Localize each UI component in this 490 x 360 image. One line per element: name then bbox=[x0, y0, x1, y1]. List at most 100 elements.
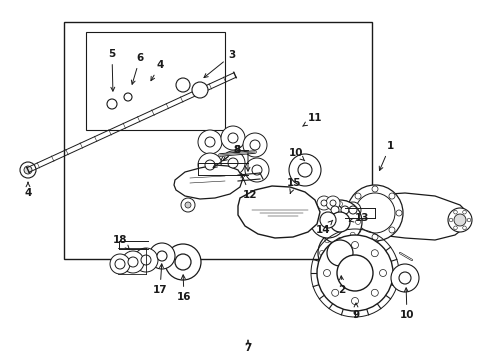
Circle shape bbox=[310, 202, 346, 238]
Circle shape bbox=[372, 186, 378, 192]
Circle shape bbox=[321, 200, 327, 206]
Circle shape bbox=[454, 210, 457, 214]
Circle shape bbox=[454, 214, 466, 226]
Circle shape bbox=[337, 255, 373, 291]
Circle shape bbox=[165, 244, 201, 280]
Circle shape bbox=[317, 235, 393, 311]
Circle shape bbox=[190, 75, 195, 80]
Circle shape bbox=[327, 240, 353, 266]
Text: 10: 10 bbox=[289, 148, 305, 161]
Circle shape bbox=[175, 254, 191, 270]
Text: 5: 5 bbox=[108, 49, 116, 91]
Circle shape bbox=[221, 126, 245, 150]
Circle shape bbox=[379, 270, 387, 276]
Circle shape bbox=[325, 232, 330, 237]
Text: 3: 3 bbox=[204, 50, 236, 77]
Circle shape bbox=[348, 210, 354, 216]
Text: 2: 2 bbox=[339, 276, 345, 295]
Circle shape bbox=[173, 95, 178, 100]
Circle shape bbox=[326, 196, 340, 210]
Text: 8: 8 bbox=[223, 145, 241, 161]
Circle shape bbox=[325, 207, 330, 212]
Circle shape bbox=[391, 264, 419, 292]
Circle shape bbox=[319, 251, 324, 256]
Text: 1: 1 bbox=[379, 141, 393, 170]
Circle shape bbox=[289, 154, 321, 186]
Circle shape bbox=[188, 95, 193, 100]
Text: 13: 13 bbox=[349, 213, 369, 223]
Circle shape bbox=[185, 202, 191, 208]
Circle shape bbox=[110, 254, 130, 274]
Circle shape bbox=[318, 231, 362, 275]
Circle shape bbox=[351, 242, 359, 248]
Circle shape bbox=[325, 238, 330, 243]
Circle shape bbox=[167, 82, 172, 87]
Polygon shape bbox=[174, 165, 243, 199]
Circle shape bbox=[341, 206, 349, 214]
Circle shape bbox=[205, 137, 215, 147]
Circle shape bbox=[157, 251, 167, 261]
Circle shape bbox=[136, 81, 160, 105]
Circle shape bbox=[349, 206, 357, 214]
Circle shape bbox=[389, 227, 395, 233]
Circle shape bbox=[320, 212, 336, 228]
Circle shape bbox=[396, 210, 402, 216]
Circle shape bbox=[115, 259, 125, 269]
Circle shape bbox=[165, 67, 201, 103]
Circle shape bbox=[245, 158, 269, 182]
Text: 4: 4 bbox=[24, 183, 32, 198]
Circle shape bbox=[213, 87, 218, 93]
Circle shape bbox=[221, 151, 245, 175]
Bar bbox=[64, 22, 372, 259]
Circle shape bbox=[356, 251, 361, 256]
Circle shape bbox=[355, 193, 361, 199]
Circle shape bbox=[181, 198, 195, 212]
Circle shape bbox=[338, 238, 343, 243]
Circle shape bbox=[330, 212, 350, 232]
Circle shape bbox=[173, 70, 178, 75]
Circle shape bbox=[355, 193, 395, 233]
Circle shape bbox=[332, 250, 339, 257]
Circle shape bbox=[190, 100, 195, 105]
Circle shape bbox=[338, 233, 343, 238]
Circle shape bbox=[107, 99, 117, 109]
Polygon shape bbox=[238, 186, 320, 238]
Circle shape bbox=[467, 218, 471, 222]
Circle shape bbox=[252, 165, 262, 175]
Circle shape bbox=[188, 70, 193, 75]
Circle shape bbox=[195, 82, 199, 87]
Circle shape bbox=[350, 232, 355, 237]
Circle shape bbox=[331, 206, 339, 214]
Polygon shape bbox=[338, 193, 470, 240]
Circle shape bbox=[141, 255, 151, 265]
Circle shape bbox=[122, 251, 144, 273]
Circle shape bbox=[318, 200, 362, 244]
Circle shape bbox=[228, 158, 238, 168]
Circle shape bbox=[345, 202, 361, 218]
Circle shape bbox=[350, 238, 355, 243]
Text: 10: 10 bbox=[400, 288, 414, 320]
Text: 9: 9 bbox=[352, 303, 360, 320]
Text: 11: 11 bbox=[303, 113, 322, 126]
Circle shape bbox=[192, 82, 208, 98]
Circle shape bbox=[449, 218, 453, 222]
Text: 12: 12 bbox=[241, 174, 257, 200]
Circle shape bbox=[250, 140, 260, 150]
Circle shape bbox=[205, 75, 210, 80]
Text: 7: 7 bbox=[245, 340, 252, 353]
Circle shape bbox=[24, 166, 32, 174]
Circle shape bbox=[351, 297, 359, 305]
Text: 18: 18 bbox=[113, 235, 130, 250]
Circle shape bbox=[323, 270, 330, 276]
Circle shape bbox=[319, 220, 324, 225]
Text: 16: 16 bbox=[177, 275, 191, 302]
Circle shape bbox=[124, 93, 132, 101]
Circle shape bbox=[325, 200, 345, 220]
Circle shape bbox=[176, 78, 190, 92]
Circle shape bbox=[298, 163, 312, 177]
Circle shape bbox=[118, 87, 138, 107]
Circle shape bbox=[143, 88, 153, 98]
Text: 8: 8 bbox=[213, 145, 241, 168]
Circle shape bbox=[101, 93, 123, 115]
Circle shape bbox=[350, 207, 355, 212]
